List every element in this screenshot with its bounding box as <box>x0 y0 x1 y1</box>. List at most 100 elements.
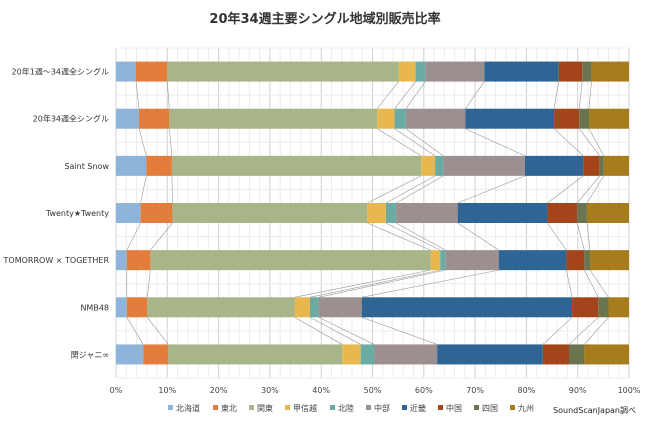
bar-segment <box>599 155 604 176</box>
bar-segment <box>582 61 592 82</box>
series-connector-line <box>588 81 592 109</box>
series-connector-line <box>584 270 599 298</box>
bar-segment <box>421 155 436 176</box>
series-connector-line <box>576 175 600 204</box>
bar-segment <box>445 250 499 271</box>
legend-label: 東北 <box>221 403 237 413</box>
x-tick-label: 20% <box>210 386 228 395</box>
series-connector-line <box>367 222 431 251</box>
series-connector-line <box>395 175 444 204</box>
bar-segment <box>568 344 585 365</box>
series-connector-line <box>126 317 144 345</box>
series-connector-line <box>150 222 173 251</box>
series-connector-line <box>309 269 441 298</box>
legend-swatch <box>438 405 443 410</box>
bar-segment <box>147 297 295 318</box>
bar-segment <box>385 203 397 223</box>
bar-segment <box>116 61 137 82</box>
series-connector-line <box>147 317 169 345</box>
bar-segment <box>377 108 395 129</box>
series-connector-line <box>542 317 573 345</box>
series-connector-line <box>361 317 438 345</box>
category-label: TOMORROW × TOGETHER <box>3 256 110 265</box>
series-connector-line <box>395 222 446 251</box>
series-connector-line <box>318 317 375 345</box>
legend-swatch <box>213 405 218 410</box>
legend-swatch <box>168 405 173 410</box>
bar-segment <box>558 61 583 82</box>
series-connector-line <box>294 317 343 345</box>
x-tick-label: 100% <box>618 386 641 395</box>
bar-segment <box>171 155 422 176</box>
legend-label: 中国 <box>446 403 462 413</box>
legend-swatch <box>366 405 371 410</box>
bar-segment <box>608 297 629 318</box>
legend-swatch <box>402 405 407 410</box>
bar-segment <box>116 297 127 318</box>
legend-swatch <box>474 405 479 410</box>
category-label: 関ジャニ∞ <box>71 350 109 359</box>
x-tick-label: 10% <box>158 386 176 395</box>
series-connector-line <box>138 128 147 156</box>
series-connector-line <box>568 317 599 345</box>
series-connector-line <box>566 270 573 298</box>
bar-segment <box>598 297 609 318</box>
bar-segment <box>150 250 431 271</box>
bar-segment <box>168 344 343 365</box>
bar-segment <box>309 297 319 318</box>
x-tick-label: 50% <box>364 386 382 395</box>
bar-segment <box>415 61 426 82</box>
legend-label: 北海道 <box>176 403 200 413</box>
series-connector-line <box>318 269 446 298</box>
series-connector-line <box>376 81 399 109</box>
chart-title: 20年34週主要シングル地域別販売比率 <box>209 12 441 27</box>
bar-segment <box>167 61 399 82</box>
x-tick-label: 70% <box>466 386 484 395</box>
category-label: Twenty★Twenty <box>45 209 109 218</box>
series-connector-line <box>547 222 567 251</box>
series-connector-line <box>553 128 584 157</box>
bar-segment <box>367 203 386 223</box>
series-connector-line <box>578 81 583 109</box>
category-label: NMB48 <box>80 303 109 312</box>
category-label: Saint Snow <box>64 162 109 171</box>
bar-segment <box>566 250 585 271</box>
series-connector-line <box>589 269 609 298</box>
bar-segment <box>584 250 591 271</box>
series-connector-line <box>140 175 147 204</box>
bar-segment <box>116 203 141 223</box>
bar-segment <box>547 203 578 223</box>
bar-segment <box>396 203 458 223</box>
series-connector-line <box>405 81 426 109</box>
bar-segment <box>572 297 599 318</box>
legend-label: 近畿 <box>410 403 426 413</box>
bar-segment <box>405 108 466 129</box>
category-label: 20年1週～34週全シングル <box>12 67 109 77</box>
series-connector-line <box>376 128 422 157</box>
bar-segment <box>116 344 144 365</box>
series-connector-line <box>126 222 141 251</box>
bar-segment <box>554 108 580 129</box>
x-tick-label: 80% <box>518 386 536 395</box>
legend-label: 九州 <box>518 404 534 413</box>
bar-segment <box>394 108 406 129</box>
bar-segment <box>116 108 140 129</box>
bar-segment <box>126 297 148 318</box>
bar-segment <box>603 155 629 176</box>
series-connector-line <box>457 222 499 251</box>
series-connector-line <box>457 175 525 204</box>
series-connector-line <box>394 81 416 109</box>
series-connector-line <box>171 175 173 204</box>
bar-segment <box>591 61 629 82</box>
bar-segment <box>542 344 569 365</box>
bar-segment <box>140 203 173 223</box>
series-connector-line <box>135 81 140 109</box>
legend-label: 中部 <box>374 403 390 413</box>
bar-segment <box>360 344 375 365</box>
legend-swatch <box>285 405 290 410</box>
bar-segment <box>443 155 525 176</box>
series-connector-line <box>167 81 170 109</box>
series-connector-line <box>294 269 431 298</box>
bar-segment <box>498 250 567 271</box>
